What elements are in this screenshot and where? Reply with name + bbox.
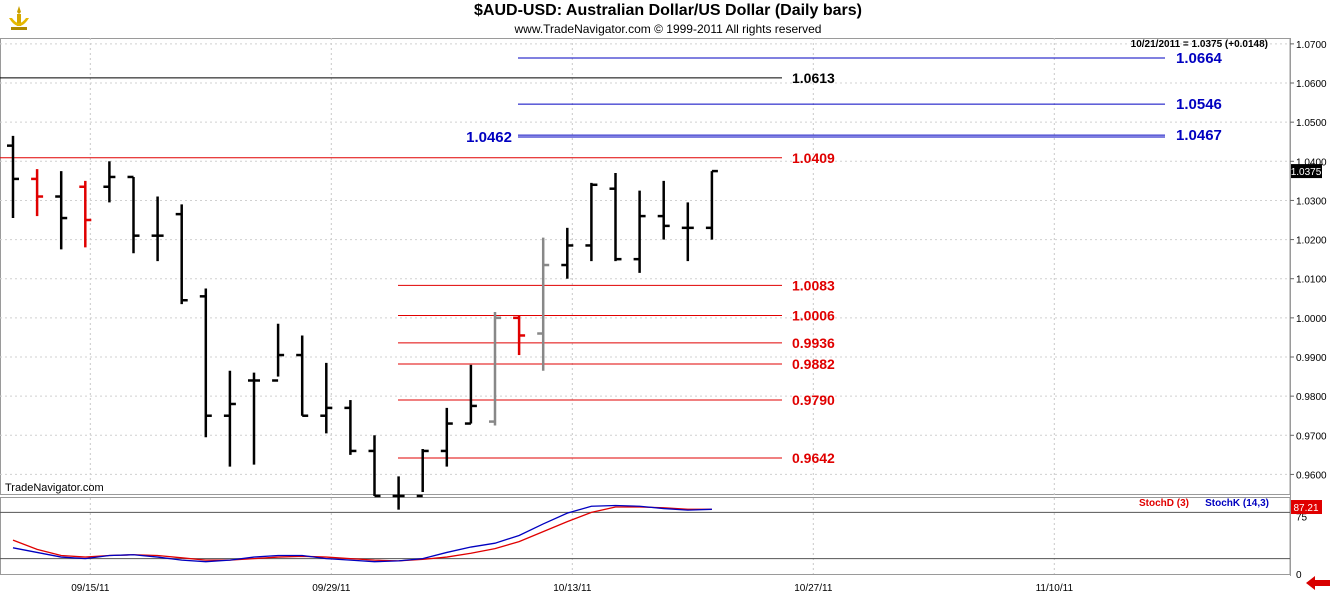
- y-tick-label: 1.0100: [1296, 275, 1327, 286]
- watermark-text: TradeNavigator.com: [5, 482, 104, 494]
- y-tick-label: 1.0600: [1296, 79, 1327, 90]
- chart-title: $AUD-USD: Australian Dollar/US Dollar (D…: [474, 2, 862, 19]
- y-tick-label: 1.0400: [1296, 157, 1327, 168]
- y-tick-label: 0.9600: [1296, 470, 1327, 481]
- level-label: 1.0462: [466, 129, 512, 146]
- level-label: 1.0613: [792, 70, 835, 86]
- y-tick-label: 1.0000: [1296, 314, 1327, 325]
- level-label: 0.9882: [792, 356, 835, 372]
- x-tick-label: 11/10/11: [1036, 583, 1074, 594]
- x-tick-label: 09/15/11: [71, 583, 110, 594]
- stoch-legend-k: StochK (14,3): [1205, 498, 1269, 509]
- y-tick-label: 1.0700: [1296, 40, 1327, 51]
- stoch-series-line: [12, 506, 712, 562]
- level-label: 0.9936: [792, 335, 835, 351]
- level-label: 0.9642: [792, 450, 835, 466]
- x-tick-label: 10/13/11: [553, 583, 592, 594]
- stoch-legend-d: StochD (3): [1139, 498, 1189, 509]
- scroll-left-arrow-icon[interactable]: [1306, 576, 1330, 590]
- current-price-label: 1.0375: [1291, 167, 1322, 178]
- level-label: 1.0006: [792, 308, 835, 324]
- y-tick-label: 1.0200: [1296, 236, 1327, 247]
- stoch-value-label: 87.21: [1293, 503, 1318, 514]
- trade-navigator-logo-icon[interactable]: [6, 4, 32, 32]
- y-tick-label: 0.9700: [1296, 431, 1327, 442]
- y-tick-label: 1.0500: [1296, 118, 1327, 129]
- price-panel-frame: [0, 38, 1291, 495]
- level-label: 1.0546: [1176, 96, 1222, 113]
- current-price-tag: [1291, 164, 1322, 179]
- stoch-y-tick-label: 75: [1296, 512, 1308, 523]
- copyright-line: www.TradeNavigator.com © 1999-2011 All r…: [514, 22, 822, 36]
- level-label: 0.9790: [792, 392, 835, 408]
- level-label: 1.0467: [1176, 127, 1222, 144]
- y-tick-label: 0.9800: [1296, 392, 1327, 403]
- level-label: 1.0083: [792, 277, 835, 293]
- y-tick-label: 0.9900: [1296, 353, 1327, 364]
- level-label: 1.0409: [792, 150, 835, 166]
- stoch-panel-frame: [0, 497, 1291, 575]
- level-label: 1.0664: [1176, 50, 1223, 67]
- x-tick-label: 09/29/11: [312, 583, 351, 594]
- stoch-value-tag: [1291, 500, 1322, 515]
- y-tick-label: 1.0300: [1296, 196, 1327, 207]
- x-tick-label: 10/27/11: [794, 583, 833, 594]
- stoch-series-line: [12, 504, 712, 563]
- last-price-readout: 10/21/2011 = 1.0375 (+0.0148): [1131, 39, 1268, 50]
- stoch-y-tick-label: 0: [1296, 570, 1302, 581]
